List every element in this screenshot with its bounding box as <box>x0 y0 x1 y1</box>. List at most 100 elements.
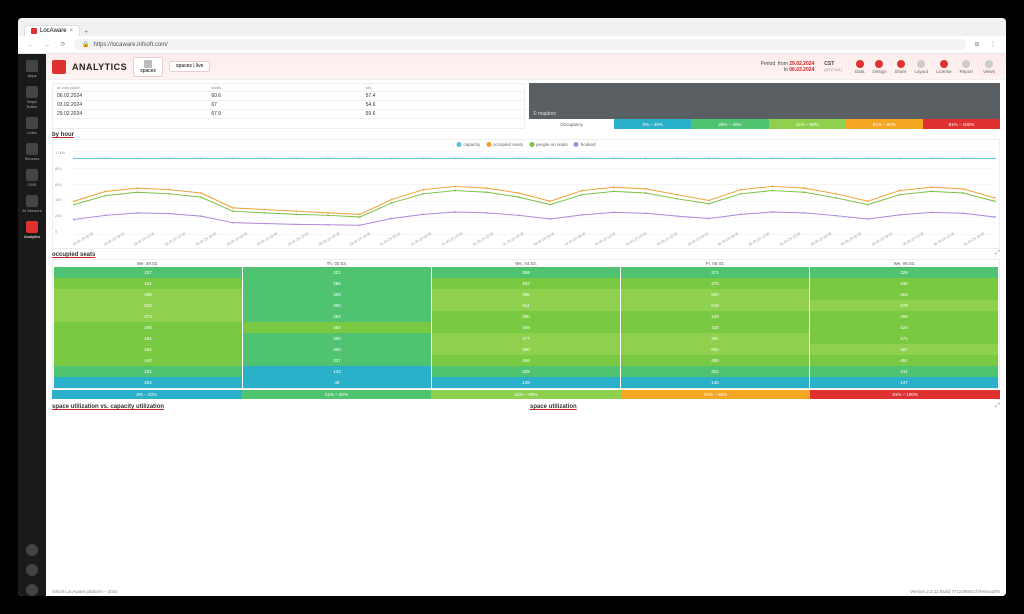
section-by-hour: by hour <box>52 132 1000 138</box>
menu-icon[interactable]: ⋮ <box>988 41 998 48</box>
heatmap-cell: 458 <box>432 355 620 366</box>
url-field[interactable]: 🔒 https://locaware.infsoft.com/ <box>74 39 966 50</box>
heatmap-cell: 404 <box>243 322 431 333</box>
reload-icon[interactable]: ⟳ <box>58 41 68 48</box>
tool-license[interactable]: License <box>933 60 955 74</box>
heatmap-cell: 306 <box>243 333 431 344</box>
browser-addressbar: ← → ⟳ 🔒 https://locaware.infsoft.com/ ⊞ … <box>18 36 1006 54</box>
heatmap-cell: 449 <box>621 311 809 322</box>
timezone[interactable]: CST(UTC+01) <box>820 61 846 73</box>
legend-band: 61% – 80% <box>621 390 811 399</box>
heatmap-cell: 478 <box>810 300 998 311</box>
heatmap-cell: 461 <box>54 333 242 344</box>
section-occupied-seats: occupied seats <box>52 252 1000 258</box>
map-panel[interactable]: © mapbox <box>529 83 1000 119</box>
heatmap-cell: 477 <box>432 333 620 344</box>
browser-tabbar: LocAware × + <box>18 18 1006 36</box>
nav-settings-icon[interactable] <box>22 584 42 596</box>
lock-icon: 🔒 <box>82 41 89 48</box>
back-icon[interactable]: ← <box>26 42 36 48</box>
tab-title: LocAware <box>40 28 67 34</box>
nav-help-icon[interactable] <box>22 544 42 556</box>
tool-data[interactable]: Data <box>852 60 868 74</box>
nav-ai-sensors[interactable]: AI Sensors <box>22 195 42 213</box>
heatmap-row: 440337458465451 <box>53 355 999 366</box>
tool-views[interactable]: Views <box>978 58 1000 76</box>
heatmap-cell: 329 <box>432 366 620 377</box>
heatmap-row: 446404449430424 <box>53 322 999 333</box>
section-space-utilization: space utilization <box>530 404 1000 410</box>
help-icon <box>26 544 38 556</box>
legend-band: 41% – 60% <box>769 119 846 129</box>
page-title: ANALYTICS <box>72 62 127 72</box>
heatmap-cell: 465 <box>621 355 809 366</box>
map-attribution: © mapbox <box>533 111 556 117</box>
forward-icon[interactable]: → <box>42 42 52 48</box>
nav-links[interactable]: Links <box>22 117 42 135</box>
period-picker[interactable]: Period from 29.02.2024 to 06.03.2024 <box>761 61 815 73</box>
map-icon <box>26 86 38 98</box>
nav-notify-icon[interactable] <box>22 564 42 576</box>
heatmap-cell: 371 <box>621 267 809 278</box>
heatmap-col-header: Fr, 06.03. <box>621 260 810 267</box>
heatmap-cell: 462 <box>54 344 242 355</box>
heatmap-cell: 143 <box>243 366 431 377</box>
heatmap-cell: 441 <box>54 278 242 289</box>
data-icon <box>856 60 864 68</box>
heatmap-cell: 473 <box>54 311 242 322</box>
tool-share[interactable]: Share <box>892 60 910 74</box>
topbar: ANALYTICS spaces spaces | live Period fr… <box>46 54 1006 80</box>
expand-icon[interactable]: ⤢ <box>995 403 1000 410</box>
legend-band: 41% – 60% <box>431 390 621 399</box>
heatmap-cell: 470 <box>621 278 809 289</box>
report-icon <box>962 60 970 68</box>
tool-design[interactable]: Design <box>869 60 889 74</box>
heatmap-cell: 390 <box>432 311 620 322</box>
table-row: 03.02.20246754.6 <box>53 101 524 110</box>
heatmap-cell: 456 <box>810 311 998 322</box>
occupancy-legend: Occupancy0% – 20%20% – 40%41% – 60%61% –… <box>529 119 1000 129</box>
browser-tab[interactable]: LocAware × <box>24 25 80 36</box>
favicon <box>31 28 37 34</box>
heatmap-cell: 487 <box>810 344 998 355</box>
expand-icon[interactable]: ⤢ <box>995 250 1000 257</box>
share-icon <box>897 60 905 68</box>
apps-icon <box>26 60 38 72</box>
close-icon[interactable]: × <box>70 28 74 34</box>
nav-apps[interactable]: Apps <box>22 60 42 78</box>
tool-report[interactable]: Report <box>957 60 977 74</box>
heatmap-cell: 424 <box>810 322 998 333</box>
nav-cms[interactable]: CMS <box>22 169 42 187</box>
heatmap-cell: 452 <box>432 278 620 289</box>
app-logo-icon <box>52 60 66 74</box>
legend-band: 81% – 100% <box>923 119 1000 129</box>
footer: infsoft LocAware platform – 2024 Version… <box>46 587 1006 596</box>
heatmap-cell: 464 <box>810 289 998 300</box>
heatmap-col-header: We, 04.03. <box>431 260 620 267</box>
heatmap-cell: 139 <box>432 377 620 388</box>
cms-icon <box>26 169 38 181</box>
heatmap-col-header: Th, 02.03. <box>242 260 431 267</box>
heatmap-cell: 438 <box>810 278 998 289</box>
nav-analytics[interactable]: Analytics <box>22 221 42 239</box>
tab-spaces[interactable]: spaces <box>133 57 163 77</box>
tab-spaces-live[interactable]: spaces | live <box>169 61 210 72</box>
heatmap-cell: 305 <box>243 289 431 300</box>
notify-icon <box>26 564 38 576</box>
heatmap-cell: 48 <box>243 377 431 388</box>
views-icon <box>985 60 993 68</box>
heatmap-row: 503300511518478 <box>53 300 999 311</box>
heatmap-cell: 322 <box>621 366 809 377</box>
settings-icon <box>26 584 38 596</box>
table-row: 29.02.202467.959.6 <box>53 110 524 119</box>
heatmap-cell: 451 <box>810 355 998 366</box>
nav-maps-editor[interactable]: Maps Editor <box>22 86 42 109</box>
extensions-icon[interactable]: ⊞ <box>972 41 982 48</box>
heatmap-row: 321143329322311 <box>53 366 999 377</box>
heatmap-cell: 502 <box>621 344 809 355</box>
tool-layout[interactable]: Layout <box>912 60 932 74</box>
heatmap-cell: 337 <box>243 355 431 366</box>
heatmap-row: 441286452470438 <box>53 278 999 289</box>
nav-sensors[interactable]: Sensors <box>22 143 42 161</box>
grid-icon <box>144 60 152 68</box>
